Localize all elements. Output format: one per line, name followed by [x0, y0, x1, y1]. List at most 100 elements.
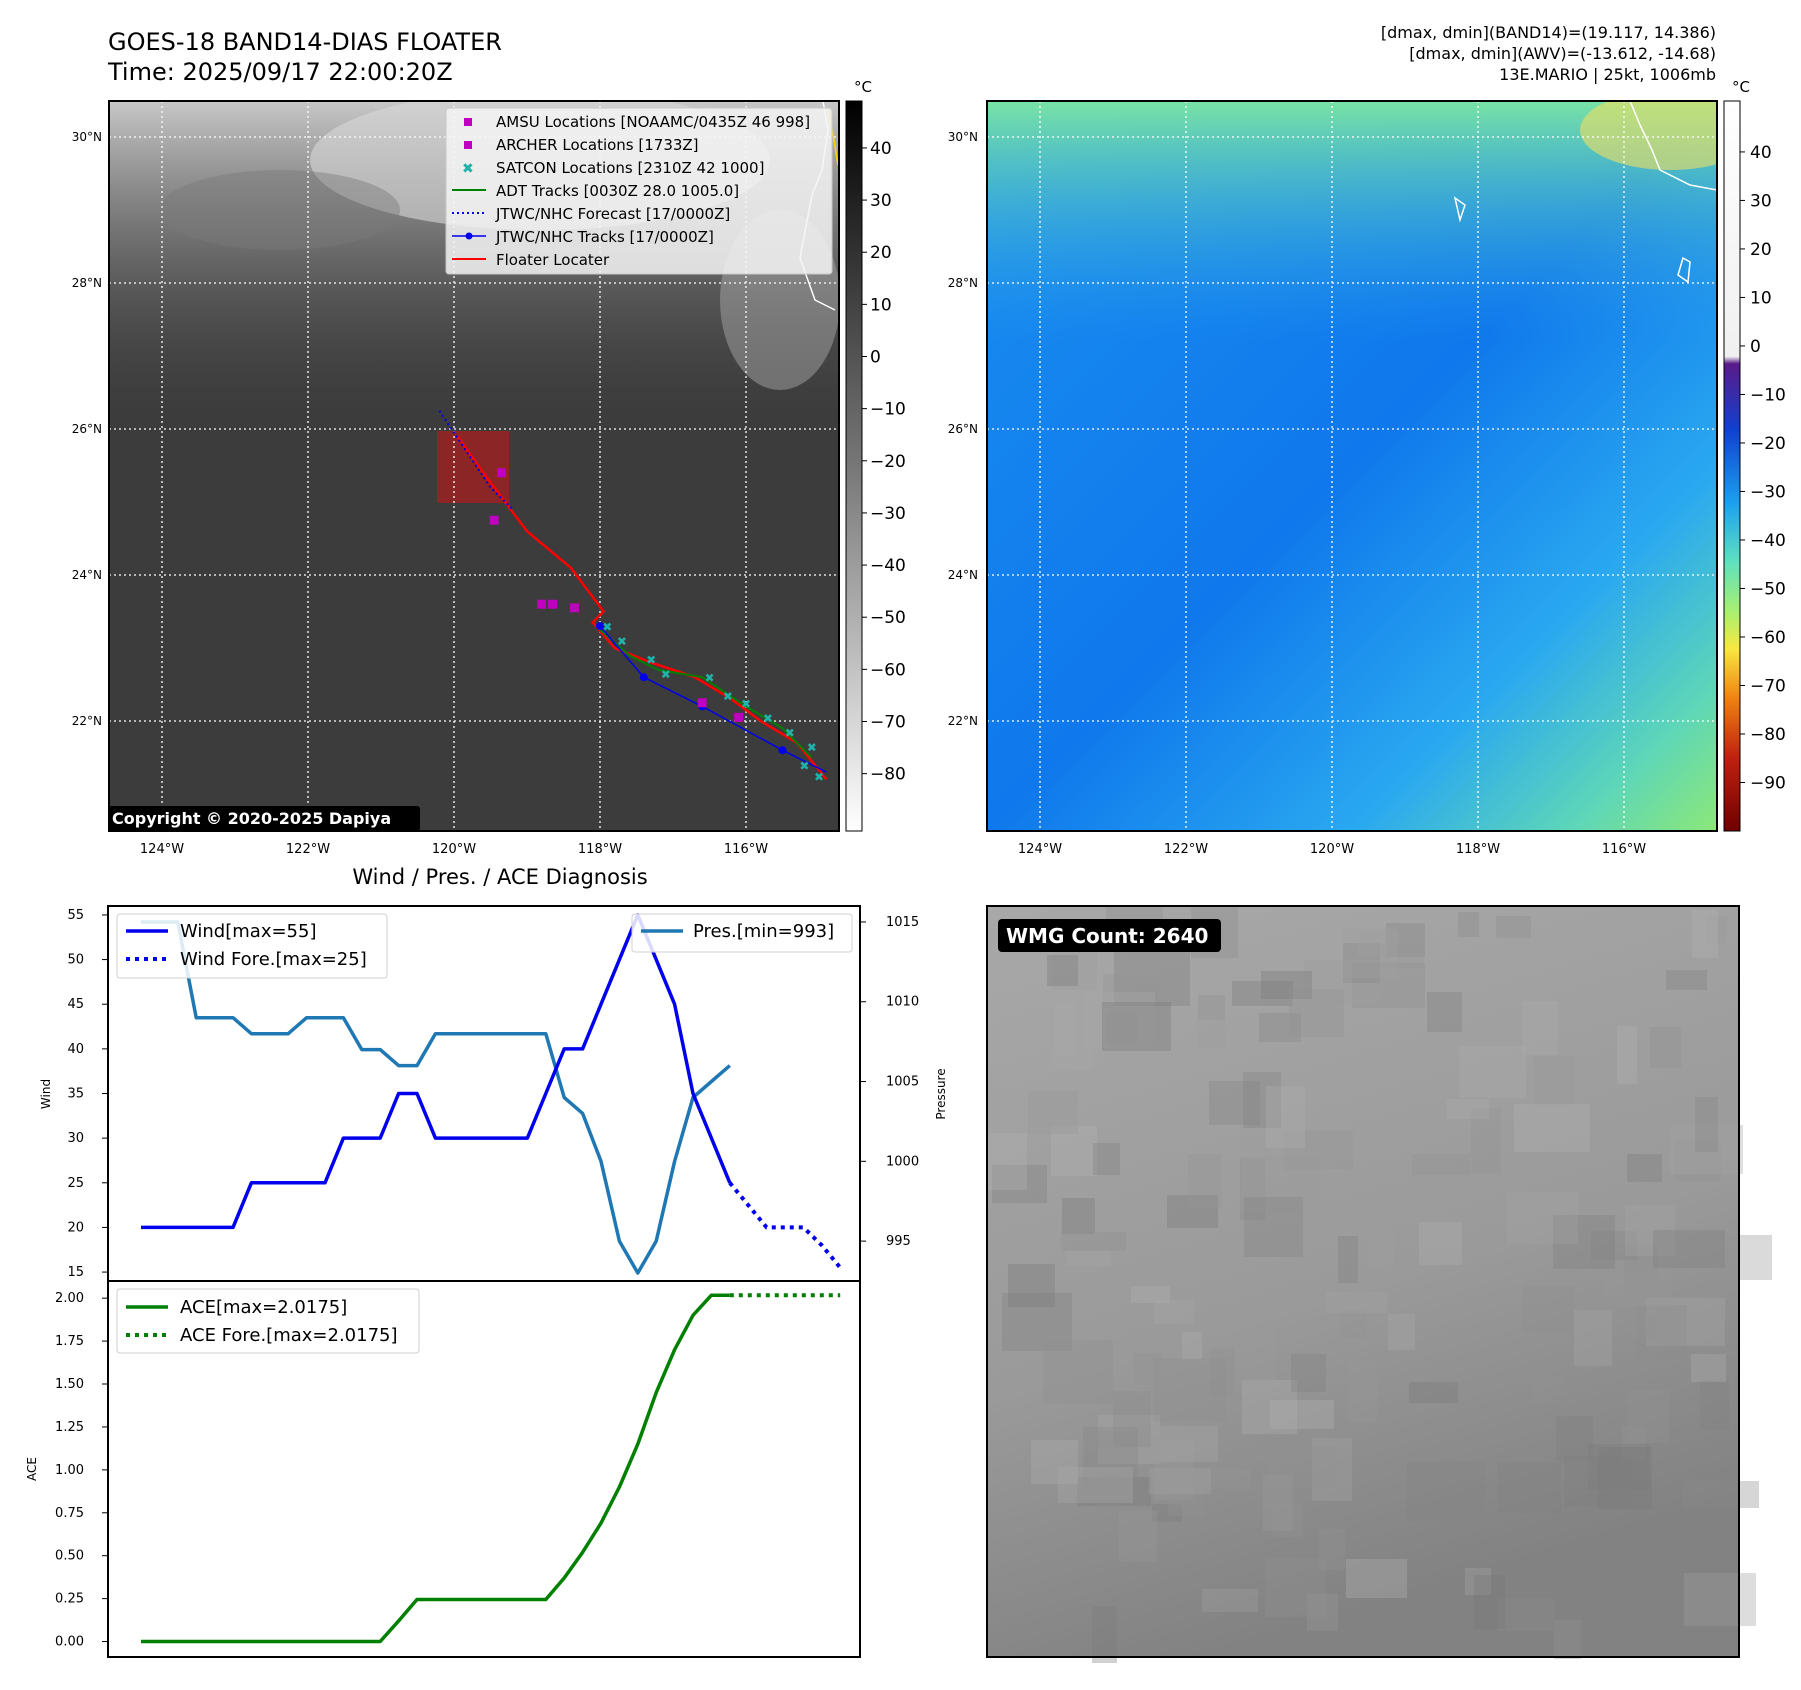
wmg-block	[1084, 992, 1155, 1048]
colorbar-tick-label: −50	[870, 608, 906, 628]
colorbar-tick-label: −20	[870, 452, 906, 472]
wmg-block	[1051, 1126, 1097, 1176]
wmg-block	[1447, 1099, 1489, 1119]
pressure-ytick-label: 995	[886, 1234, 911, 1249]
wmg-block	[1670, 1125, 1743, 1174]
lat-tick-label: 22°N	[948, 714, 978, 728]
awv-colorbar-ticks: 40 30 20 10 0 −10 −20 −30 −40 −50 −60 −70 −80 −90	[1740, 143, 1786, 793]
wmg-block	[1684, 1573, 1756, 1626]
ace-ytick-label: 1.00	[55, 1463, 84, 1478]
wmg-block	[1533, 1376, 1561, 1403]
lon-tick-label: 116°W	[1602, 842, 1646, 857]
wmg-block	[1631, 1315, 1656, 1339]
wmg-block	[1242, 1380, 1297, 1434]
satcon-point: ✖	[807, 741, 817, 755]
ir-colorbar-unit: °C	[854, 78, 872, 96]
colorbar-tick-label: −60	[870, 660, 906, 680]
jtwc-track-point	[778, 746, 787, 755]
lat-tick-label: 26°N	[948, 422, 978, 436]
jtwc-track-point	[639, 673, 648, 682]
wmg-block	[1675, 1140, 1721, 1181]
ace-ytick-label: 0.75	[55, 1506, 84, 1521]
wmg-block	[1574, 1310, 1612, 1366]
wind-ytick-label: 35	[67, 1087, 84, 1102]
wmg-block	[1241, 1137, 1271, 1199]
wmg-block	[1554, 1620, 1581, 1659]
chart-title: Wind / Pres. / ACE Diagnosis	[352, 865, 647, 889]
wmg-block	[1376, 944, 1424, 968]
wmg-block	[1591, 1231, 1637, 1260]
colorbar-tick-label: −10	[1750, 385, 1786, 405]
forecast-track	[438, 410, 514, 511]
colorbar-tick-label: 20	[870, 243, 892, 263]
legend-dot-tracks	[465, 232, 473, 240]
wmg-block	[1168, 1469, 1203, 1516]
legend-marker-amsu	[464, 118, 472, 126]
ace-ytick-label: 1.50	[55, 1377, 84, 1392]
ace-chart: 0.00 0.25 0.50 0.75 1.00 1.25 1.50 1.75 2.00 ACE…	[25, 1280, 861, 1658]
wmg-block	[1047, 955, 1078, 986]
colorbar-tick-label: −40	[870, 556, 906, 576]
satcon-point: ✖	[646, 653, 656, 667]
wmg-block	[1496, 916, 1531, 938]
colorbar-tick-label: 30	[1750, 191, 1772, 211]
copyright-box	[108, 806, 420, 831]
colorbar-tick-label: 40	[1750, 143, 1772, 163]
wmg-block	[1307, 1594, 1338, 1631]
wmg-frame	[986, 905, 1740, 1658]
wmg-block	[1636, 1305, 1687, 1359]
satcon-point: ✖	[617, 635, 627, 649]
colorbar-tick-label: −90	[1750, 773, 1786, 793]
ace-line	[141, 1293, 730, 1644]
wmg-block	[1653, 1230, 1725, 1268]
ace-ytick-label: 0.50	[55, 1549, 84, 1564]
wmg-block	[1588, 1444, 1649, 1490]
legend-box	[445, 107, 833, 275]
wmg-block	[1319, 1529, 1345, 1570]
lon-axis: 124°W 122°W 120°W 118°W 116°W	[1018, 842, 1646, 857]
lat-lon-grid	[987, 101, 1717, 831]
wmg-block	[1497, 1598, 1554, 1631]
pressure-ytick-label: 1015	[886, 915, 919, 930]
pressure-ytick-label: 1000	[886, 1154, 919, 1169]
track-overlay: ✖ ✖ ✖ ✖ ✖ ✖ ✖ ✖ ✖ ✖ ✖ ✖	[438, 410, 828, 784]
amsu-point	[697, 698, 707, 708]
wmg-block	[1232, 981, 1293, 1006]
ace-legend-box	[116, 1288, 420, 1354]
lat-tick-label: 24°N	[948, 568, 978, 582]
colorbar-tick-label: −60	[1750, 628, 1786, 648]
lon-tick-label: 122°W	[1164, 842, 1208, 857]
wmg-block	[1062, 1198, 1095, 1234]
wmg-block	[1357, 931, 1400, 956]
wmg-block	[1646, 1298, 1725, 1346]
legend-amsu: AMSU Locations [NOAAMC/0435Z 46 998]	[496, 113, 810, 131]
wmg-block	[1259, 1013, 1301, 1042]
satcon-point: ✖	[814, 770, 824, 784]
wmg-block	[1514, 1104, 1590, 1152]
wind-ytick-label: 25	[67, 1176, 84, 1191]
wmg-count-label: WMG Count: 2640	[1006, 924, 1208, 948]
ace-legend: ACE[max=2.0175] ACE Fore.[max=2.0175]	[116, 1288, 420, 1354]
wmg-block	[1668, 1484, 1713, 1504]
wmg-block	[1289, 989, 1344, 1037]
colorbar-tick-label: 40	[870, 139, 892, 159]
colorbar-tick-label: −20	[1750, 434, 1786, 454]
wmg-block	[1050, 1008, 1093, 1070]
satcon-point: ✖	[705, 671, 715, 685]
wmg-block	[1625, 1205, 1675, 1256]
wmg-block	[1160, 1426, 1218, 1462]
ace-ytick-label: 0.00	[55, 1635, 84, 1650]
wind-legend: Wind[max=55] Wind Fore.[max=25]	[116, 913, 388, 979]
wmg-block	[1348, 1361, 1377, 1422]
wmg-panel: WMG Count: 2640	[986, 905, 1772, 1663]
awv-dry-patch	[1580, 101, 1717, 170]
amsu-point	[734, 712, 744, 722]
wmg-block	[1534, 1056, 1575, 1107]
wmg-block	[1198, 995, 1225, 1020]
wmg-block	[1131, 1286, 1170, 1303]
legend-marker-archer	[464, 141, 472, 149]
wmg-block	[1102, 1002, 1171, 1051]
colorbar-tick-label: 20	[1750, 240, 1772, 260]
wmg-block	[1154, 1300, 1194, 1324]
wmg-block	[1008, 1264, 1055, 1307]
